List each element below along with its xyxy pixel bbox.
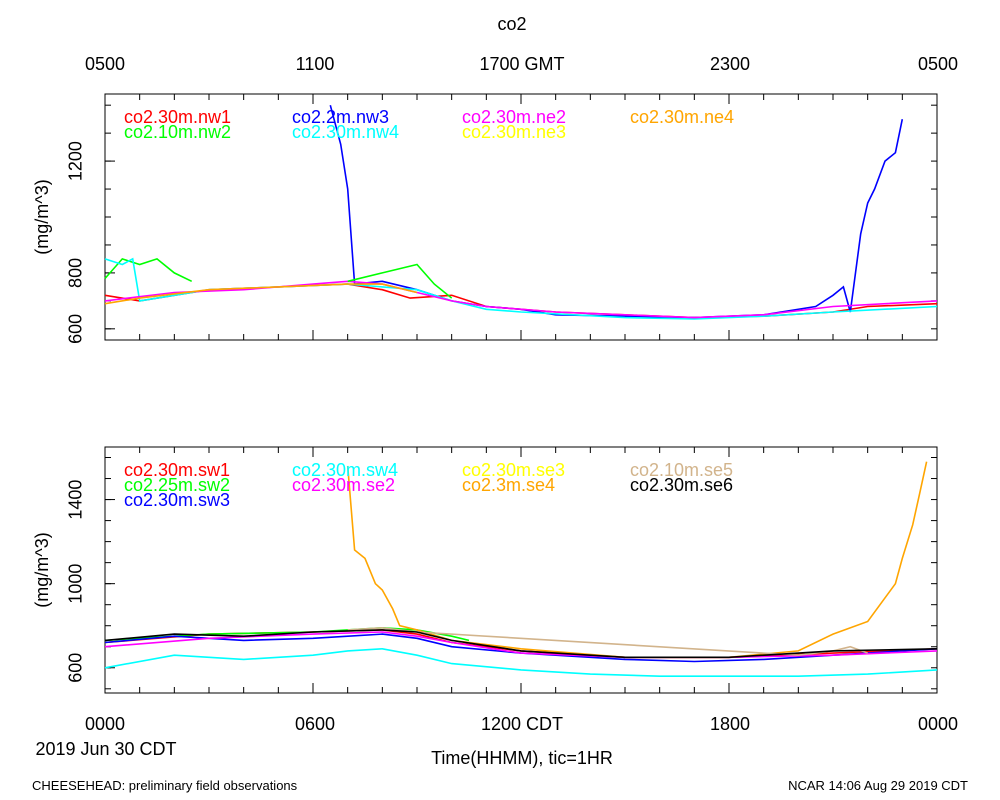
panel-top-ylabel: (mg/m^3) [32, 179, 52, 254]
legend-entry: co2.3m.se4 [462, 475, 555, 495]
top-tick-label-1: 1100 [296, 54, 335, 74]
legend-entry: co2.30m.ne3 [462, 122, 566, 142]
series-line-co2-30m-sw3 [104, 633, 938, 663]
footer-right: NCAR 14:06 Aug 29 2019 CDT [788, 778, 968, 793]
legend-entry: co2.30m.nw1 [124, 107, 231, 127]
legend-entry: co2.10m.se5 [630, 460, 733, 480]
top-tick-label-2: 1700 GMT [479, 54, 564, 74]
footer-left: CHEESEHEAD: preliminary field observatio… [32, 778, 298, 793]
y-tick-label: 1200 [65, 141, 85, 181]
legend-entry: co2.30m.sw3 [124, 490, 230, 510]
legend-entry: co2.2m.nw3 [292, 107, 389, 127]
top-tick-label-4: 0500 [918, 54, 958, 74]
panel-top-series [104, 104, 938, 320]
panel-top: (mg/m^3) 600 800 1200 co2.30m.nw1co2.10m.n… [32, 93, 938, 344]
legend-entry: co2.30m.se2 [292, 475, 395, 495]
bottom-tick-label-2: 1200 CDT [481, 714, 563, 734]
y-tick-label: 800 [65, 258, 85, 288]
chart-title: co2 [497, 14, 526, 34]
bottom-axis-labels: 0000 0600 1200 CDT 1800 0000 [85, 714, 958, 734]
panel-bottom-ylabel: (mg/m^3) [32, 532, 52, 607]
series-line-co2-10m-se5 [347, 626, 868, 657]
panel-top-ticks: 600 800 1200 [65, 94, 938, 344]
legend-entry: co2.30m.se6 [630, 475, 733, 495]
bottom-tick-label-3: 1800 [710, 714, 750, 734]
y-tick-label: 1400 [65, 480, 85, 520]
x-axis-label: Time(HHMM), tic=1HR [431, 748, 613, 768]
legend-entry: co2.25m.sw2 [124, 475, 230, 495]
series-line-co2-10m-nw2-mid- [347, 263, 453, 299]
bottom-tick-label-4: 0000 [918, 714, 958, 734]
series-line-co2-3m-se4 [346, 461, 928, 659]
legend-entry: co2.10m.nw2 [124, 122, 231, 142]
legend-entry: co2.30m.ne4 [630, 107, 734, 127]
y-tick-label: 600 [65, 653, 85, 683]
panel-bottom-series [104, 461, 938, 678]
top-axis-labels: 0500 1100 1700 GMT 2300 0500 [85, 54, 958, 74]
y-tick-label: 1000 [65, 564, 85, 604]
date-label: 2019 Jun 30 CDT [35, 739, 176, 759]
panel-bottom-ticks: 600 1000 1400 [65, 447, 938, 693]
series-line-co2-30m-nw4 [104, 257, 938, 320]
series-line-co2-10m-nw2 [104, 257, 193, 283]
bottom-tick-label-0: 0000 [85, 714, 125, 734]
series-line-co2-30m-sw4 [104, 647, 938, 678]
series-line-co2-2m-nw3 [329, 104, 904, 319]
bottom-tick-label-1: 0600 [295, 714, 335, 734]
legend-entry: co2.30m.nw4 [292, 122, 399, 142]
legend-entry: co2.30m.sw4 [292, 460, 398, 480]
series-line-co2-30m-se6 [104, 629, 938, 659]
y-tick-label: 600 [65, 314, 85, 344]
panel-top-legend: co2.30m.nw1co2.10m.nw2co2.2m.nw3co2.30m.… [124, 107, 734, 142]
series-line-co2-30m-se2 [104, 631, 938, 659]
legend-entry: co2.30m.sw1 [124, 460, 230, 480]
series-line-co2-30m-ne4 [104, 283, 418, 305]
legend-entry: co2.30m.se3 [462, 460, 565, 480]
panel-bottom: (mg/m^3) 600 1000 1400 co2.30m.sw1co2.25m.… [32, 446, 938, 694]
top-tick-label-3: 2300 [710, 54, 750, 74]
legend-entry: co2.30m.ne2 [462, 107, 566, 127]
top-tick-label-0: 0500 [85, 54, 125, 74]
